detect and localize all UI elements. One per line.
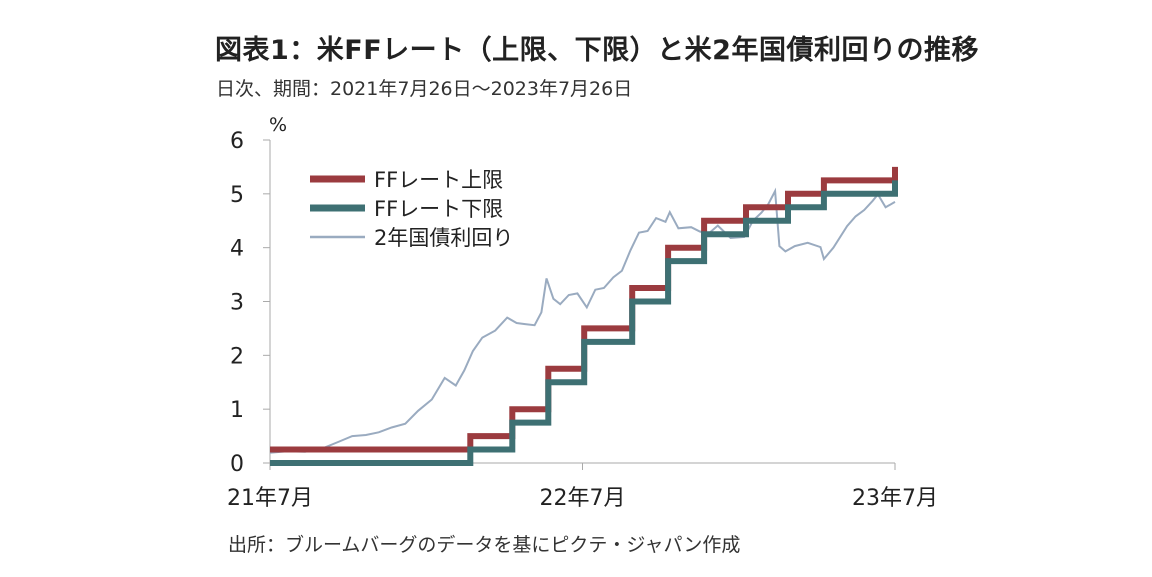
source-note: 出所：ブルームバーグのデータを基にピクテ・ジャパン作成 — [228, 534, 741, 556]
y-tick-label: 5 — [230, 183, 244, 208]
series-line-1 — [270, 180, 898, 466]
y-tick-label: 1 — [230, 398, 244, 423]
legend-label-1: FFレート下限 — [374, 197, 503, 221]
y-tick-label: 6 — [230, 129, 244, 154]
chart-subtitle: 日次、期間：2021年7月26日～2023年7月26日 — [216, 78, 633, 100]
y-tick-label: 0 — [230, 452, 244, 477]
x-tick-label: 21年7月 — [227, 486, 313, 511]
y-axis: 0 1 2 3 4 5 6% — [230, 114, 287, 477]
y-tick-label: 4 — [230, 237, 244, 262]
x-tick-label: 23年7月 — [852, 486, 938, 511]
legend: FFレート上限 FFレート下限 2年国債利回り — [310, 168, 513, 250]
x-tick-label: 22年7月 — [540, 486, 626, 511]
chart-title: 図表1：米FFレート（上限、下限）と米2年国債利回りの推移 — [215, 35, 979, 66]
y-tick-label: 2 — [230, 344, 244, 369]
series-layer — [269, 166, 898, 466]
y-axis-unit-label: % — [269, 114, 287, 136]
legend-label-2: 2年国債利回り — [374, 226, 513, 250]
legend-label-0: FFレート上限 — [374, 168, 503, 192]
y-tick-label: 3 — [230, 291, 244, 316]
x-axis: 21年7月 22年7月 23年7月 — [227, 462, 938, 511]
series-line-2 — [269, 187, 896, 454]
